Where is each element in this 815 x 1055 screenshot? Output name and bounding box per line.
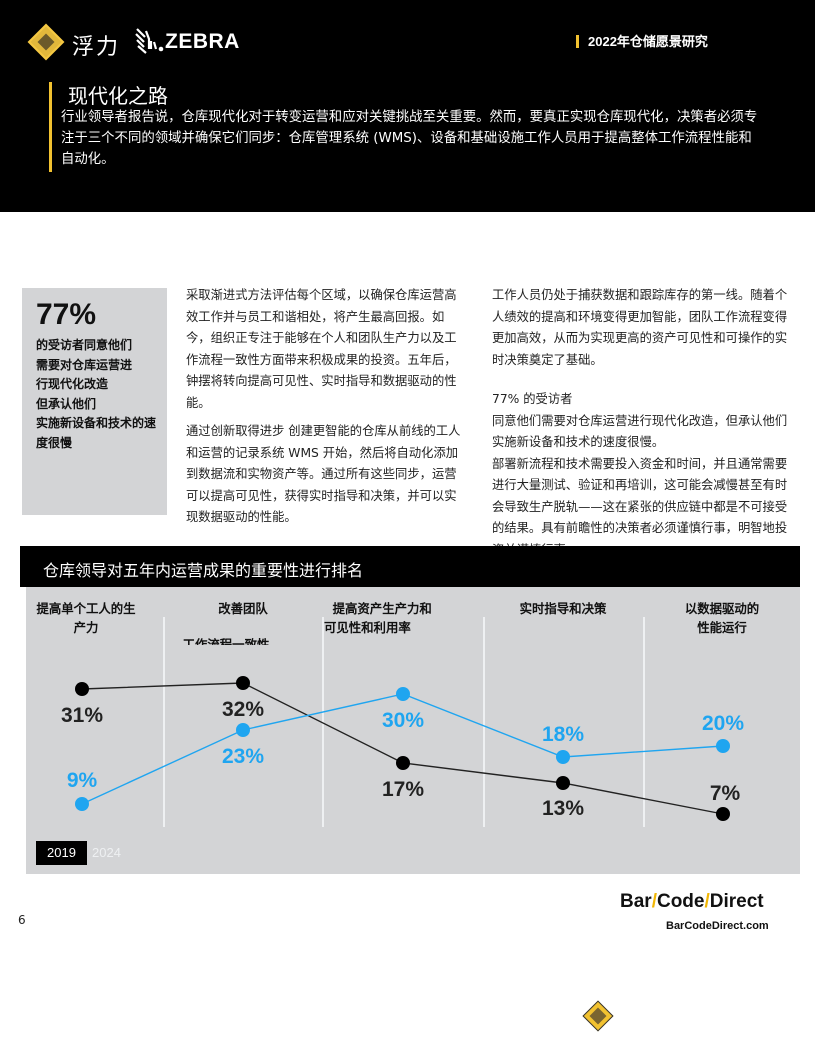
category-label: 提高资产生产力和 可见性和利用率 <box>324 601 432 635</box>
value-label: 13% <box>542 797 584 820</box>
column-divider <box>322 617 324 827</box>
zebra-wordmark: ZEBRA <box>165 30 240 53</box>
report-tag-accent <box>576 35 579 48</box>
fuli-logo-icon <box>27 23 65 61</box>
brand-name: 浮力 <box>72 35 121 60</box>
category-label: 实时指导和决策 <box>519 601 607 616</box>
paragraph-lead: 77% 的受访者 <box>492 392 573 406</box>
page-number: 6 <box>18 913 26 927</box>
category-sublabel: 工作流程一致性 <box>182 637 270 645</box>
report-tag-text: 2022年仓储愿景研究 <box>588 34 708 49</box>
paragraph: 部署新流程和技术需要投入资金和时间，并且通常需要进行大量测试、验证和再培训，这可… <box>492 456 788 557</box>
column-divider <box>643 617 645 827</box>
fuli-footer-logo-icon <box>582 1000 614 1032</box>
website-link[interactable]: BarCodeDirect.com <box>666 920 769 932</box>
barcodedirect-logo: Bar/Code/Direct <box>620 891 764 912</box>
stat-description: 的受访者同意他们 需要对仓库运营进 行现代化改造 但承认他们 实施新设备和技术的… <box>36 338 157 450</box>
value-label: 30% <box>382 709 424 732</box>
value-label: 7% <box>710 782 741 805</box>
series-2024-points <box>75 687 730 811</box>
value-label: 17% <box>382 778 424 801</box>
value-label: 20% <box>702 712 744 735</box>
chart-plot: 31% 32% 17% 13% 7% 9% 23% 30% 18% 20% <box>61 676 744 821</box>
paragraph: 通过创新取得进步 创建更智能的仓库从前线的工人和运营的记录系统 WMS 开始，然… <box>186 424 461 524</box>
category-label: 以数据驱动的 性能运行 <box>684 601 760 635</box>
line-chart: 提高单个工人的生 产力 改善团队 工作流程一致性 提高资产生产力和 可见性和利用… <box>26 587 800 874</box>
page-header: 浮力 ZEBRA 2022年仓储愿景研究 现代化之路 行业领导者报告说，仓库现代… <box>0 0 815 212</box>
series-2019-points <box>75 676 730 821</box>
value-label: 32% <box>222 698 264 721</box>
value-label: 18% <box>542 723 584 746</box>
title-accent-line <box>49 82 52 172</box>
paragraph: 同意他们需要对仓库运营进行现代化改造，但承认他们实施新设备和技术的速度很慢。 <box>492 413 788 450</box>
paragraph: 采取渐进式方法评估每个区域，以确保仓库运营高效工作并与员工和谐相处，将产生最高回… <box>186 288 457 410</box>
zebra-logo-icon <box>135 28 164 54</box>
body-column-2: 工作人员仍处于捕获数据和跟踪库存的第一线。随着个人绩效的提高和环境变得更加智能，… <box>492 285 788 561</box>
stat-callout: 77% 的受访者同意他们 需要对仓库运营进 行现代化改造 但承认他们 实施新设备… <box>22 288 167 515</box>
paragraph: 工作人员仍处于捕获数据和跟踪库存的第一线。随着个人绩效的提高和环境变得更加智能，… <box>492 288 788 367</box>
category-label: 提高单个工人的生 产力 <box>36 601 136 635</box>
page-title: 现代化之路 <box>68 84 168 108</box>
legend-item-2019: 2019 <box>36 841 87 865</box>
category-label: 改善团队 <box>218 601 268 616</box>
column-divider <box>483 617 485 827</box>
chart-title: 仓库领导对五年内运营成果的重要性进行排名 <box>43 561 364 580</box>
column-divider <box>163 617 165 827</box>
value-label: 31% <box>61 704 103 727</box>
report-tag: 2022年仓储愿景研究 <box>576 31 708 50</box>
chart-title-bar: 仓库领导对五年内运营成果的重要性进行排名 <box>20 546 800 587</box>
value-label: 9% <box>67 769 98 792</box>
value-label: 23% <box>222 745 264 768</box>
intro-paragraph: 行业领导者报告说，仓库现代化对于转变运营和应对关键挑战至关重要。然而，要真正实现… <box>61 110 758 167</box>
stat-value: 77% <box>36 298 97 331</box>
legend-item-2024: 2024 <box>92 845 121 860</box>
body-column-1: 采取渐进式方法评估每个区域，以确保仓库运营高效工作并与员工和谐相处，将产生最高回… <box>186 285 468 536</box>
